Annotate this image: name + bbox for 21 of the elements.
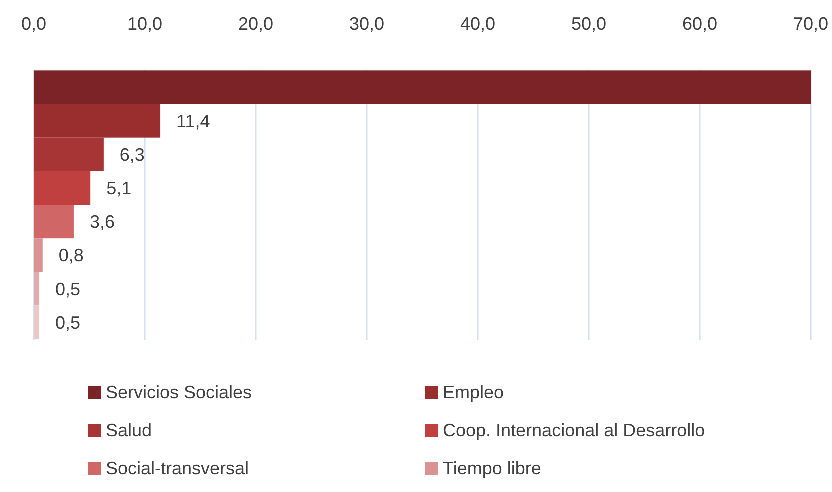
legend-label: Coop. Internacional al Desarrollo	[443, 420, 706, 440]
legend-label: Servicios Sociales	[106, 382, 252, 402]
data-label: 0,5	[56, 279, 81, 300]
x-tick-label: 10,0	[127, 14, 163, 34]
legend-label: Empleo	[443, 382, 504, 402]
legend-label: Salud	[106, 420, 152, 440]
x-tick-label: 60,0	[682, 14, 718, 34]
legend-label: Social-transversal	[106, 458, 250, 478]
x-tick-label: 70,0	[793, 14, 829, 34]
x-tick-label: 20,0	[238, 14, 274, 34]
x-tick-label: 40,0	[460, 14, 496, 34]
legend-label: Tiempo libre	[443, 458, 542, 478]
x-tick-label: 50,0	[571, 14, 607, 34]
x-tick-label: 30,0	[349, 14, 385, 34]
data-label: 5,1	[106, 178, 132, 199]
x-tick-label: 0,0	[21, 14, 47, 34]
data-label: 0,5	[56, 312, 81, 333]
data-label: 0,8	[58, 246, 84, 266]
data-label: 3,6	[90, 212, 115, 232]
data-label: 6,3	[120, 144, 145, 165]
data-label: 11,4	[176, 111, 210, 132]
